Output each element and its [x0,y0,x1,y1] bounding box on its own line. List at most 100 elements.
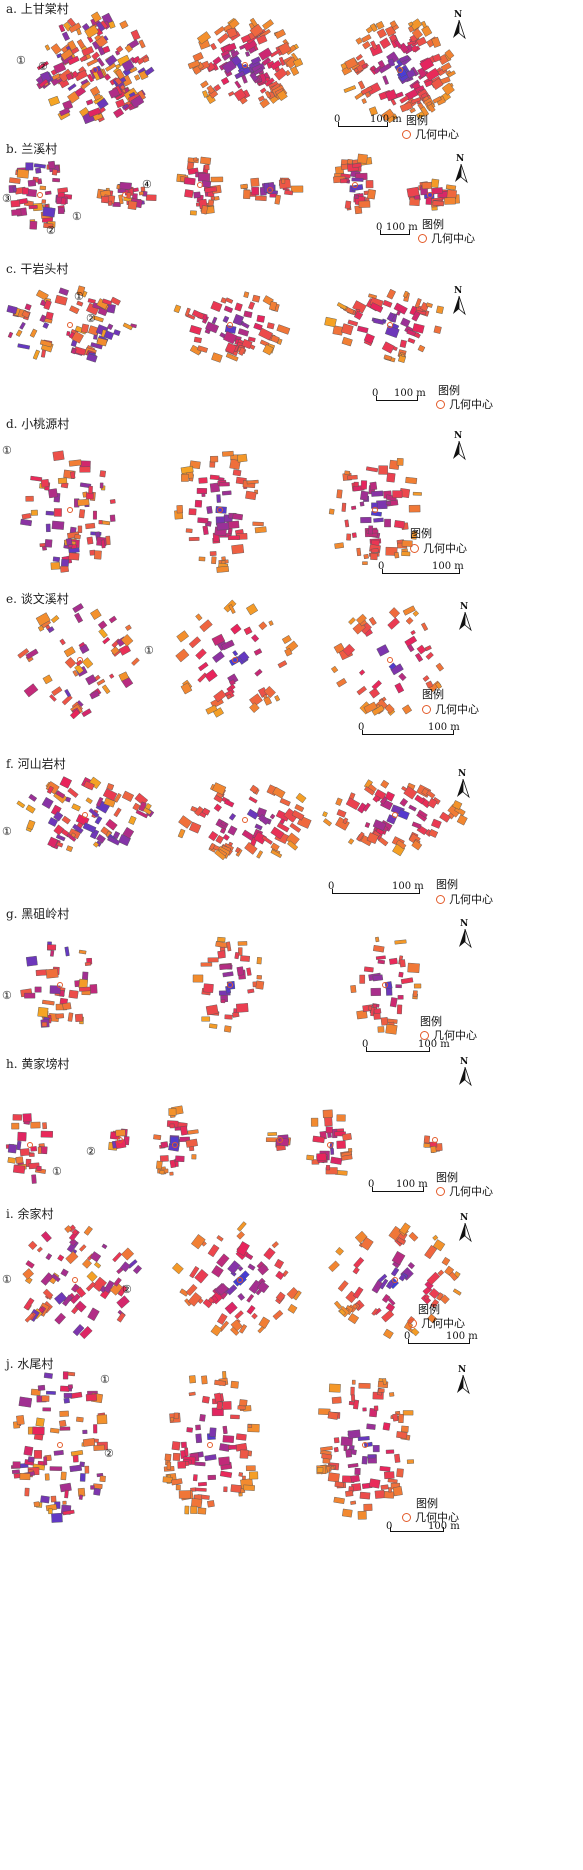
building-footprint [83,780,95,791]
building-footprint [36,1165,42,1172]
building-footprint [36,61,49,71]
building-footprint [270,842,280,852]
building-footprint [113,329,121,336]
building-footprint [350,1500,357,1505]
building-footprint [225,297,234,304]
scale-bar: 0 100 m [334,114,402,134]
building-footprint [85,99,94,106]
building-footprint [384,703,395,714]
building-footprint [113,1277,122,1287]
building-footprint [42,206,56,218]
village-map [5,1105,443,1184]
building-footprint [169,1159,176,1169]
building-footprint [81,1258,93,1269]
building-footprint [363,333,375,344]
building-footprint [354,311,364,321]
building-footprint [45,311,54,321]
geometric-center-marker [352,182,358,188]
building-footprint [234,1310,244,1320]
building-footprint [36,1246,43,1253]
building-footprint [274,695,281,702]
building-footprint [37,1006,49,1018]
geometric-center-marker [392,812,398,818]
building-footprint [135,809,149,819]
building-footprint [52,177,61,183]
building-footprint [96,678,106,686]
building-footprint [247,336,256,343]
building-footprint [109,514,116,522]
building-footprint [265,1137,278,1143]
scale-zero: 0 [328,881,335,892]
building-footprint [223,1025,232,1033]
building-footprint [210,176,224,183]
building-footprint [51,1273,61,1283]
building-footprint [69,1238,78,1247]
building-footprint [291,809,305,821]
building-footprint [392,1486,403,1497]
building-footprint [341,502,347,512]
building-footprint [246,808,259,820]
geometric-center-marker [172,1142,178,1148]
building-footprint [121,103,130,110]
building-footprint [230,1414,240,1420]
building-footprint [347,319,359,327]
building-footprint [189,324,202,335]
building-footprint [90,11,102,23]
building-footprint [70,1450,84,1457]
building-footprint [348,617,356,625]
building-footprint [209,474,220,481]
building-footprint [380,1484,389,1490]
building-footprint [115,63,121,69]
building-footprint [199,1414,206,1422]
building-footprint [381,341,395,354]
building-footprint [120,1261,131,1273]
building-footprint [263,685,276,699]
building-footprint [204,186,217,194]
building-footprint [96,337,108,347]
building-footprint [222,42,237,53]
building-footprint [394,682,405,694]
building-footprint [232,469,242,477]
building-footprint [201,180,212,188]
geometric-center-marker [267,187,273,193]
building-footprint [101,684,111,695]
scale-distance: 100 m [432,561,464,572]
building-footprint [435,662,445,672]
building-footprint [214,849,227,861]
building-footprint [122,322,133,331]
building-footprint [191,309,205,320]
building-footprint [62,99,74,111]
building-footprint [190,1234,206,1250]
building-footprint [357,1510,367,1520]
scale-zero: 0 [404,1331,411,1342]
building-footprint [353,1256,365,1269]
building-footprint [363,701,378,714]
building-footprint [403,786,418,800]
callout-1: ① [100,1373,110,1386]
building-footprint [448,1271,459,1282]
callout-1: ① [16,54,26,67]
building-footprint [352,1399,360,1410]
building-footprint [181,1441,187,1448]
building-footprint [115,68,125,80]
village-map [11,1371,415,1523]
building-footprint [114,1139,127,1149]
building-footprint [389,1392,395,1397]
building-footprint [92,841,100,848]
building-footprint [30,475,43,482]
building-footprint [59,1426,71,1431]
building-footprint [210,196,215,201]
building-footprint [184,189,194,199]
building-footprint [386,312,396,322]
building-footprint [410,96,422,104]
building-footprint [109,499,116,504]
building-footprint [86,353,98,363]
building-footprint [67,83,77,92]
building-footprint [68,22,82,33]
building-footprint [198,556,206,562]
building-footprint [11,209,22,216]
building-footprint [277,660,288,669]
building-footprint [188,1391,196,1397]
scale-distance: 100 m [428,1521,460,1532]
legend-title: 图例 [418,1303,440,1316]
